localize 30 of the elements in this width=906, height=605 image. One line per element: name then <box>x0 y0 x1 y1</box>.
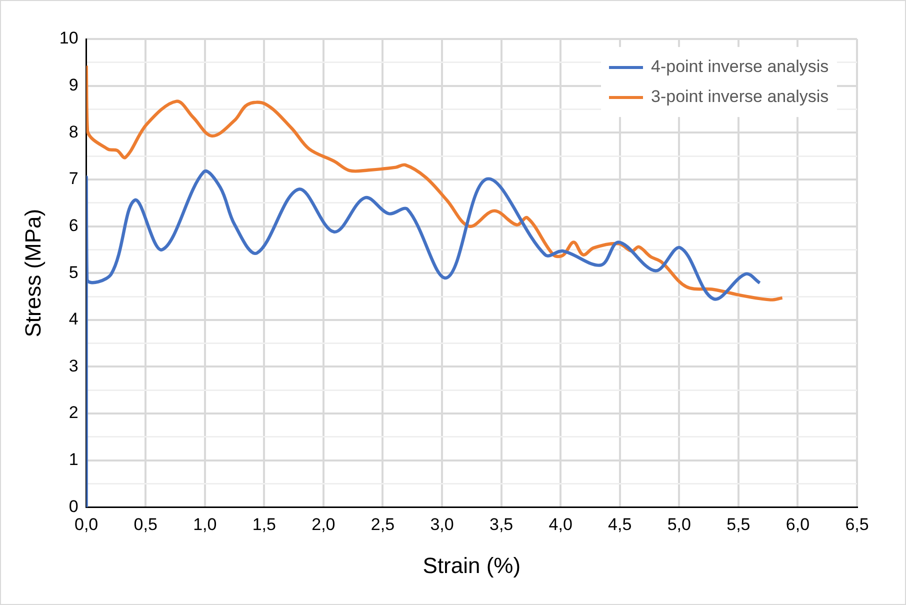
x-tick-label: 6,0 <box>786 515 810 534</box>
y-tick-label: 6 <box>68 216 78 235</box>
y-tick-label: 7 <box>68 169 78 188</box>
x-tick-label: 4,0 <box>548 515 572 534</box>
x-tick-label: 0,0 <box>74 515 98 534</box>
line-series <box>86 170 762 508</box>
y-axis-title: Stress (MPa) <box>20 208 46 338</box>
legend-label: 4-point inverse analysis <box>651 57 829 77</box>
y-tick-label: 9 <box>68 76 78 95</box>
x-tick-label: 6,5 <box>845 515 869 534</box>
legend-label: 3-point inverse analysis <box>651 87 829 107</box>
x-axis-title: Strain (%) <box>422 552 521 578</box>
x-tick-label: 5,0 <box>667 515 691 534</box>
y-tick-label: 8 <box>68 122 78 142</box>
x-tick-label: 3,0 <box>430 515 454 534</box>
y-tick-label: 3 <box>68 356 78 376</box>
y-tick-label: 4 <box>68 310 78 329</box>
x-tick-label: 5,5 <box>726 515 750 534</box>
x-tick-label: 1,0 <box>193 515 217 534</box>
x-tick-label: 4,5 <box>608 515 632 534</box>
x-tick-label: 3,5 <box>489 515 514 534</box>
x-tick-label: 1,5 <box>252 515 276 534</box>
x-tick-label: 2,5 <box>370 515 395 534</box>
y-tick-label: 2 <box>68 403 78 422</box>
x-tick-label: 0,5 <box>134 515 158 534</box>
y-tick-label: 1 <box>68 450 78 470</box>
y-tick-label: 5 <box>68 262 78 282</box>
y-tick-label: 10 <box>59 28 78 48</box>
y-tick-label: 0 <box>68 496 78 516</box>
x-tick-label: 2,0 <box>312 515 336 534</box>
